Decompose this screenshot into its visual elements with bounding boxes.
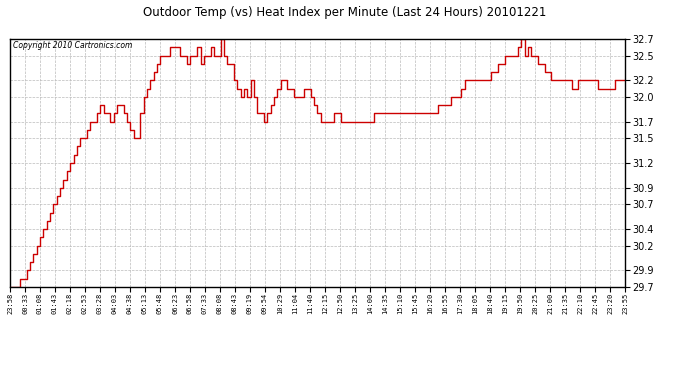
Text: Copyright 2010 Cartronics.com: Copyright 2010 Cartronics.com	[13, 41, 132, 50]
Text: Outdoor Temp (vs) Heat Index per Minute (Last 24 Hours) 20101221: Outdoor Temp (vs) Heat Index per Minute …	[144, 6, 546, 19]
